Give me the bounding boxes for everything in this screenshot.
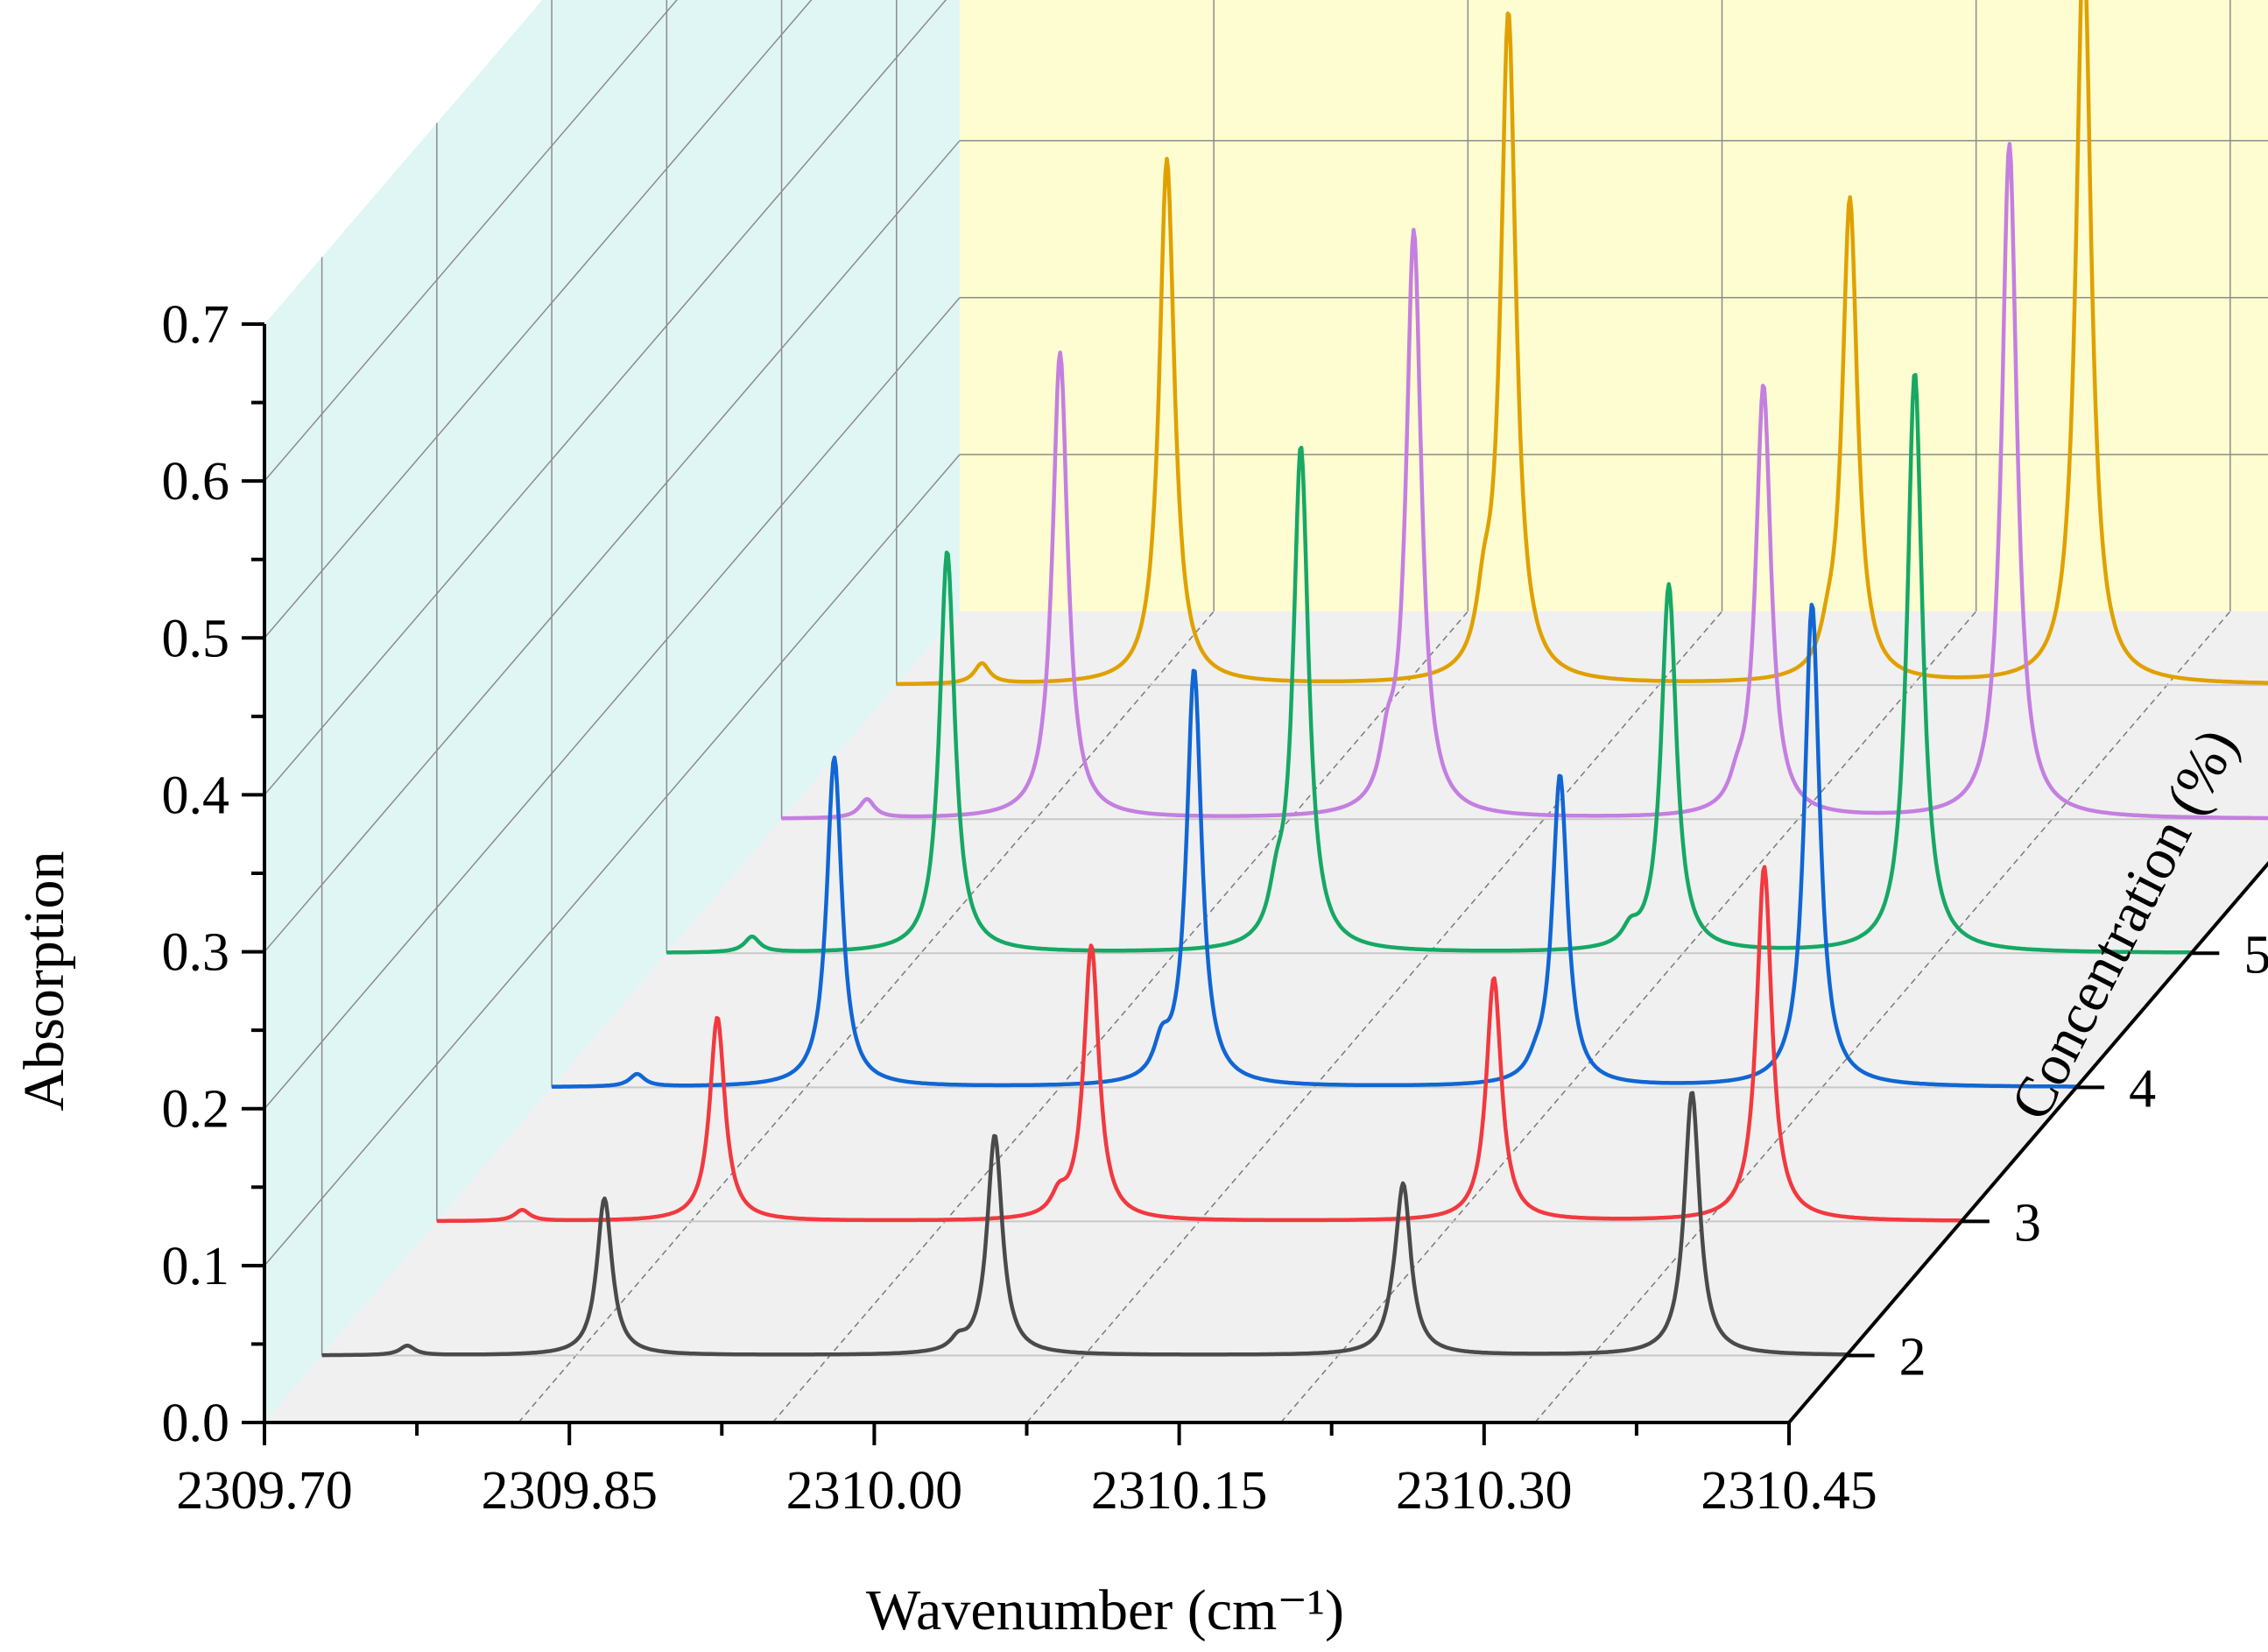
y-tick-label: 0.4 [162, 766, 230, 825]
y-tick-label: 0.3 [162, 923, 230, 983]
left-wall-gridline-y [264, 0, 813, 639]
left-wall-gridline-y [264, 297, 961, 1110]
x-tick-label: 2310.00 [786, 1461, 963, 1521]
z-tick-label: 5 [2243, 925, 2268, 985]
y-tick-label: 0.2 [162, 1080, 230, 1140]
left-wall-gridline-y [264, 454, 961, 1267]
z-axis-line [1787, 860, 2268, 1424]
spectrum-line-7 [896, 0, 2268, 687]
spectrum-line-2 [320, 1091, 1848, 1358]
left-wall [264, 0, 960, 1423]
z-tick-label: 2 [1899, 1327, 1926, 1387]
x-tick-label: 2310.15 [1091, 1461, 1268, 1521]
y-tick-label: 0.5 [162, 609, 230, 668]
left-wall-gridline-y [264, 0, 678, 482]
left-wall-gridline-y [264, 0, 947, 795]
y-tick-label: 0.1 [162, 1237, 230, 1296]
axes-layer: 2309.70 2309.85 2310.00 2310.15 2310.30 2310.… [162, 295, 2268, 1521]
spectrum-line-4 [551, 603, 2077, 1089]
x-tick-label: 2309.70 [176, 1461, 353, 1521]
x-tick-label: 2309.85 [481, 1461, 658, 1521]
spectrum-line-3 [436, 865, 1962, 1224]
spectrum-line-6 [780, 142, 2268, 821]
y-axis-title: Absorption [12, 851, 76, 1112]
z-tick-label: 4 [2129, 1059, 2156, 1119]
back-layer [264, 0, 2268, 1423]
x-tick-label: 2310.45 [1701, 1461, 1877, 1521]
floor [264, 611, 2268, 1423]
spectrum-line-5 [666, 372, 2193, 955]
left-wall-gridline-y [264, 140, 961, 953]
y-tick-label: 0.6 [162, 452, 230, 512]
y-tick-label: 0.7 [162, 295, 230, 355]
z-tick-label: 3 [2014, 1193, 2041, 1253]
back-wall [960, 0, 2268, 611]
y-tick-label: 0.0 [162, 1394, 230, 1453]
x-axis-title: Wavenumber (cm⁻¹) [866, 1578, 1344, 1642]
x-tick-label: 2310.30 [1396, 1461, 1573, 1521]
series-layer [320, 0, 2268, 1358]
